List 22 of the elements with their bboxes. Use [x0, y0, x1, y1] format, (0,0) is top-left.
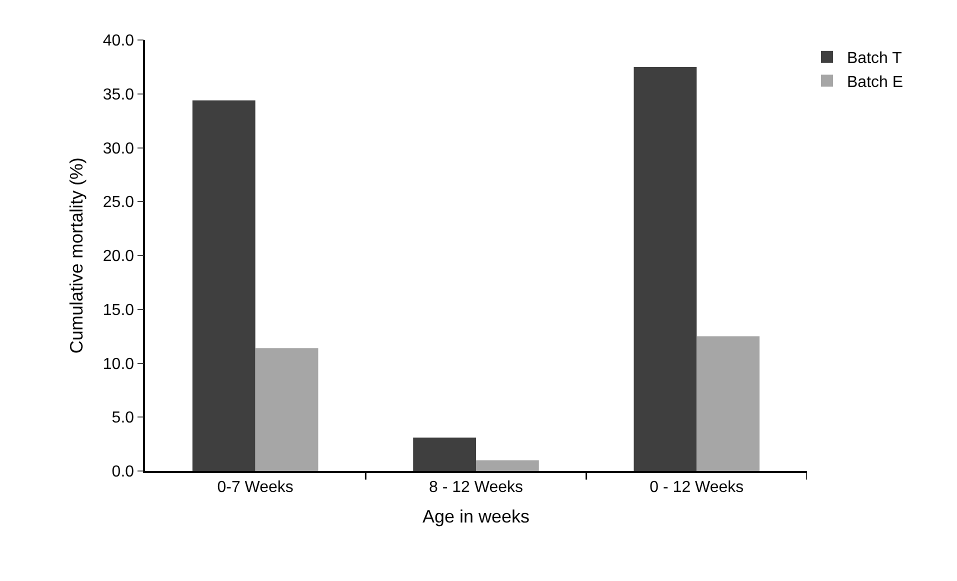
bar — [476, 460, 539, 471]
y-tick-label: 20.0 — [102, 248, 134, 266]
y-tick-label: 5.0 — [112, 410, 134, 427]
x-tick-label: 0-7 Weeks — [217, 478, 294, 496]
legend-label: Batch T — [847, 50, 902, 68]
y-tick-label: 0.0 — [112, 464, 134, 481]
y-tick-label: 30.0 — [102, 140, 134, 158]
bar — [696, 336, 760, 471]
y-axis-title: Cumulative mortality (%) — [66, 157, 87, 354]
y-tick-label: 40.0 — [102, 32, 134, 50]
bar — [255, 348, 318, 471]
x-axis-title: Age in weeks — [422, 506, 530, 527]
y-tick-label: 10.0 — [102, 356, 134, 373]
bar — [192, 100, 256, 471]
x-tick-label: 8 - 12 Weeks — [429, 478, 523, 496]
x-tick-label: 0 - 12 Weeks — [650, 478, 744, 496]
bar — [634, 66, 697, 471]
y-tick-label: 25.0 — [102, 194, 134, 212]
legend-label: Batch E — [847, 74, 904, 91]
bar — [413, 438, 476, 471]
y-tick-label: 15.0 — [102, 302, 134, 319]
y-tick-label: 35.0 — [102, 86, 134, 104]
